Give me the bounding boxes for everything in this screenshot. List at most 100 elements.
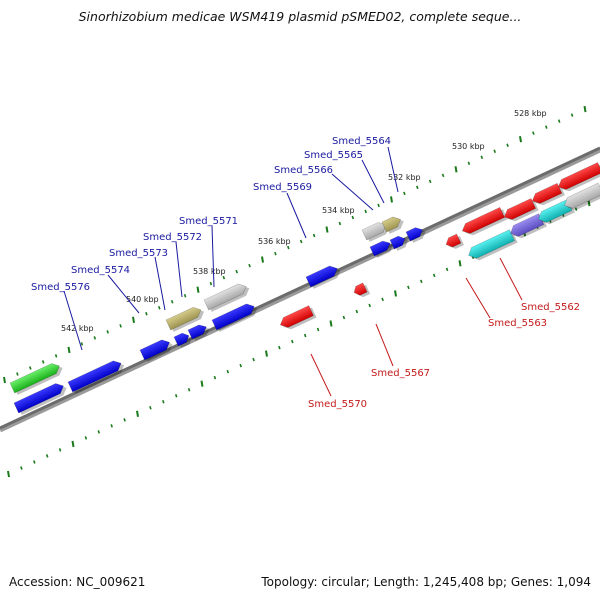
gene-feature-reverse — [279, 305, 317, 330]
scale-tick — [355, 309, 359, 314]
gene-feature-reverse — [461, 206, 508, 236]
scale-tick — [329, 320, 333, 327]
scale-tick — [226, 369, 230, 374]
scale-tick — [16, 372, 19, 376]
scale-tick — [394, 290, 397, 297]
scale-tick — [132, 316, 135, 323]
scale-tick — [368, 303, 371, 308]
scale-tick — [587, 199, 591, 207]
gene-feature-reverse — [510, 213, 547, 239]
label-leader — [499, 257, 523, 301]
scale-tick — [407, 285, 410, 290]
scale-tick — [136, 410, 139, 417]
gene-feature-reverse — [557, 162, 600, 192]
scale-tick — [149, 406, 152, 410]
label-leader — [154, 256, 166, 311]
scale-tick — [519, 136, 522, 143]
scale-labels: 528 kbp 530 kbp 532 kbp 534 kbp 536 kbp … — [61, 109, 547, 333]
scale-tick — [303, 333, 307, 338]
scale-tick — [316, 327, 320, 332]
scale-tick — [583, 105, 587, 113]
gene-label-forward: Smed_5572 — [143, 232, 202, 243]
scale-tick — [420, 279, 423, 284]
scale-tick — [235, 269, 238, 274]
gene-label-forward: Smed_5574 — [71, 265, 130, 276]
label-leader — [310, 353, 332, 397]
gene-label-forward: Smed_5565 — [304, 150, 363, 161]
scale-tick — [222, 275, 226, 280]
scale-label: 530 kbp — [452, 142, 485, 151]
gene-feature-forward — [305, 265, 341, 289]
scale-tick — [54, 354, 58, 358]
gene-feature-forward — [389, 235, 408, 251]
gene-feature-forward — [369, 240, 394, 258]
scale-tick — [67, 346, 71, 354]
label-leader — [63, 290, 83, 351]
scale-tick — [119, 324, 122, 328]
gene-label-forward: Smed_5571 — [179, 216, 238, 227]
scale-tick — [110, 424, 113, 428]
scale-tick — [170, 299, 174, 304]
scale-tick — [158, 306, 161, 310]
label-leader — [465, 277, 491, 319]
scale-tick — [200, 380, 204, 387]
scale-tick — [33, 460, 36, 464]
scale-label: 534 kbp — [322, 206, 355, 215]
scale-tick — [570, 113, 574, 117]
topology-text: Topology: circular; Length: 1,245,408 bp… — [261, 575, 591, 589]
scale-tick — [445, 267, 449, 272]
scale-tick — [557, 119, 561, 123]
scale-tick — [480, 155, 484, 160]
gene-feature-reverse — [564, 182, 600, 211]
scale-tick — [174, 393, 178, 398]
scale-tick — [261, 256, 264, 263]
scale-tick — [574, 207, 578, 211]
scale-tick — [325, 226, 329, 233]
label-leader — [387, 146, 399, 193]
scale-tick — [432, 273, 436, 278]
scale-tick — [403, 191, 406, 196]
scale-tick — [58, 448, 62, 452]
scale-tick — [338, 221, 342, 226]
scale-tick — [441, 173, 445, 178]
gene-feature-forward — [13, 383, 67, 415]
scale-tick — [467, 161, 471, 166]
gene-feature-forward — [139, 339, 173, 362]
scale-tick — [7, 470, 10, 478]
reverse-gene-labels: Smed_5562 Smed_5563 Smed_5567 Smed_5570 — [308, 257, 580, 410]
gene-feature-reverse — [445, 233, 464, 249]
label-leader — [361, 159, 385, 204]
backbone-shadow — [0, 147, 600, 433]
scale-tick — [278, 345, 281, 350]
scale-tick — [123, 418, 126, 422]
scale-tick — [364, 209, 367, 214]
scale-tick — [209, 281, 213, 286]
scale-tick — [458, 260, 462, 267]
scale-tick — [312, 233, 316, 238]
scale-tick — [454, 166, 458, 173]
gene-feature-forward — [187, 324, 210, 341]
scale-label: 542 kbp — [61, 324, 94, 333]
scale-tick — [3, 376, 6, 384]
scale-tick — [377, 203, 380, 208]
scale-tick — [381, 297, 384, 302]
scale-tick — [287, 245, 290, 250]
scale-tick — [71, 440, 75, 448]
forward-gene-labels: Smed_5564 Smed_5565 Smed_5566 Smed_5569 … — [31, 136, 399, 351]
gene-label-forward: Smed_5569 — [253, 182, 312, 193]
scale-tick — [390, 196, 393, 203]
gene-feature-reverse — [353, 282, 371, 298]
scale-tick — [248, 263, 251, 268]
label-leader — [286, 192, 307, 239]
gene-label-reverse: Smed_5563 — [488, 318, 547, 329]
scale-tick — [291, 339, 294, 344]
gene-feature-reverse — [531, 182, 565, 206]
scale-tick — [265, 350, 268, 357]
scale-tick — [20, 466, 23, 470]
scale-tick — [252, 357, 255, 362]
gene-feature-forward — [165, 306, 205, 332]
scale-tick — [97, 430, 101, 434]
scale-tick — [416, 185, 419, 190]
